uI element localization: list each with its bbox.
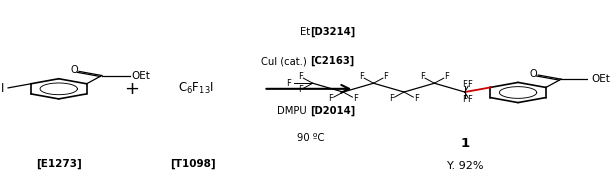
Text: Et: Et [300, 27, 310, 37]
Text: F: F [389, 94, 394, 103]
Text: 1: 1 [461, 137, 470, 150]
Text: +: + [124, 80, 139, 98]
Text: F: F [462, 95, 467, 104]
Text: F: F [359, 72, 364, 81]
Text: Y. 92%: Y. 92% [447, 161, 484, 171]
Text: [E1273]: [E1273] [36, 159, 82, 169]
Text: [D2014]: [D2014] [310, 106, 356, 116]
Text: F: F [420, 72, 425, 81]
Text: O: O [530, 69, 537, 79]
Text: I: I [1, 82, 4, 95]
Text: O: O [71, 65, 78, 75]
Text: [D3214]: [D3214] [310, 27, 356, 37]
Text: F: F [285, 79, 290, 88]
Text: F: F [328, 94, 333, 103]
Text: OEt: OEt [591, 74, 610, 84]
Text: F: F [467, 80, 472, 89]
Text: OEt: OEt [132, 70, 151, 80]
Text: [C2163]: [C2163] [310, 56, 354, 66]
Text: CuI (cat.): CuI (cat.) [262, 56, 310, 66]
Text: F: F [467, 95, 472, 104]
Text: F: F [462, 80, 467, 89]
Text: F: F [384, 72, 389, 81]
Text: F: F [444, 72, 449, 81]
Text: $\mathregular{C_6F_{13}I}$: $\mathregular{C_6F_{13}I}$ [178, 81, 214, 96]
Text: F: F [298, 85, 303, 94]
Text: DMPU: DMPU [278, 106, 310, 116]
Text: 90 ºC: 90 ºC [296, 133, 324, 143]
Text: F: F [414, 94, 418, 103]
Text: F: F [298, 72, 303, 81]
Text: F: F [353, 94, 358, 103]
Text: [T1098]: [T1098] [170, 159, 216, 169]
